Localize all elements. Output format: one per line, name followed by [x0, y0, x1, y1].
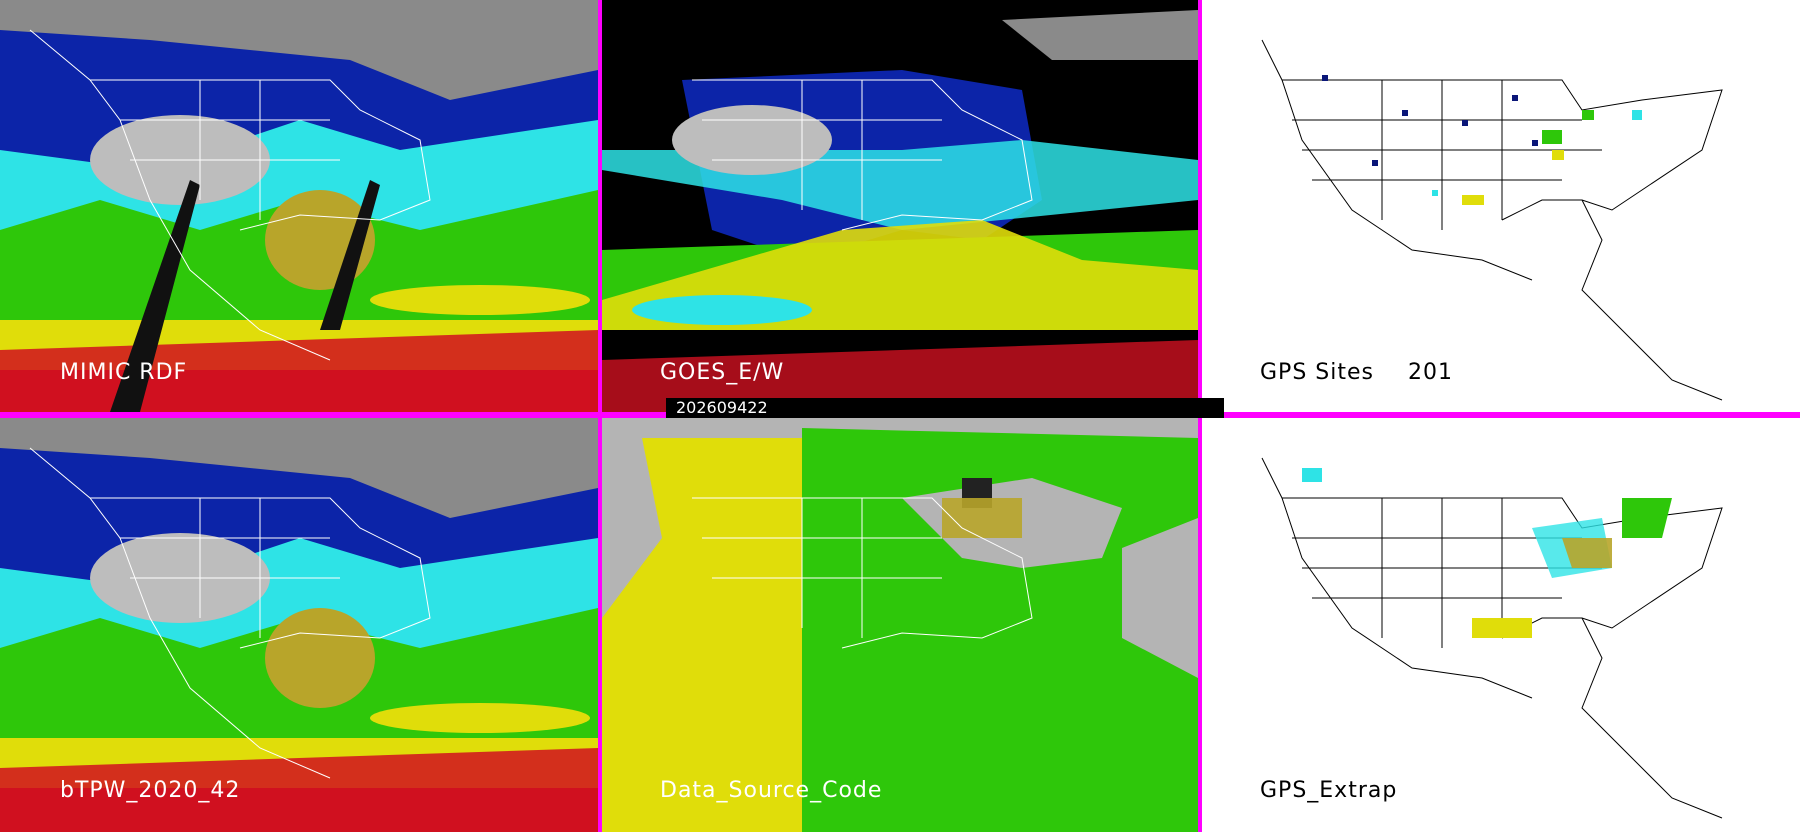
timestamp-bar: 202609422 — [666, 398, 1224, 418]
tpw-map — [602, 0, 1198, 412]
panel-gps-sites: GPS Sites 201 — [1202, 0, 1800, 412]
gps-map — [1202, 418, 1800, 832]
tpw-map — [0, 0, 598, 412]
panel-label: GPS Sites — [1260, 360, 1374, 385]
panel-data-source-code: Data_Source_Code — [602, 418, 1198, 832]
gps-site-count: 201 — [1408, 360, 1453, 385]
panel-label: GOES_E/W — [660, 360, 785, 385]
source-map — [602, 418, 1198, 832]
timestamp-text: 202609422 — [676, 398, 768, 417]
panel-label: GPS_Extrap — [1260, 778, 1398, 803]
panel-label: Data_Source_Code — [660, 778, 883, 803]
panel-goes: GOES_E/W — [602, 0, 1198, 412]
panel-gps-extrap: GPS_Extrap — [1202, 418, 1800, 832]
panel-label: bTPW_2020_42 — [60, 778, 241, 803]
panel-btpw: bTPW_2020_42 — [0, 418, 598, 832]
gps-map — [1202, 0, 1800, 412]
tpw-map — [0, 418, 598, 832]
panel-mimic-rdf: MIMIC RDF — [0, 0, 598, 412]
panel-label: MIMIC RDF — [60, 360, 188, 385]
